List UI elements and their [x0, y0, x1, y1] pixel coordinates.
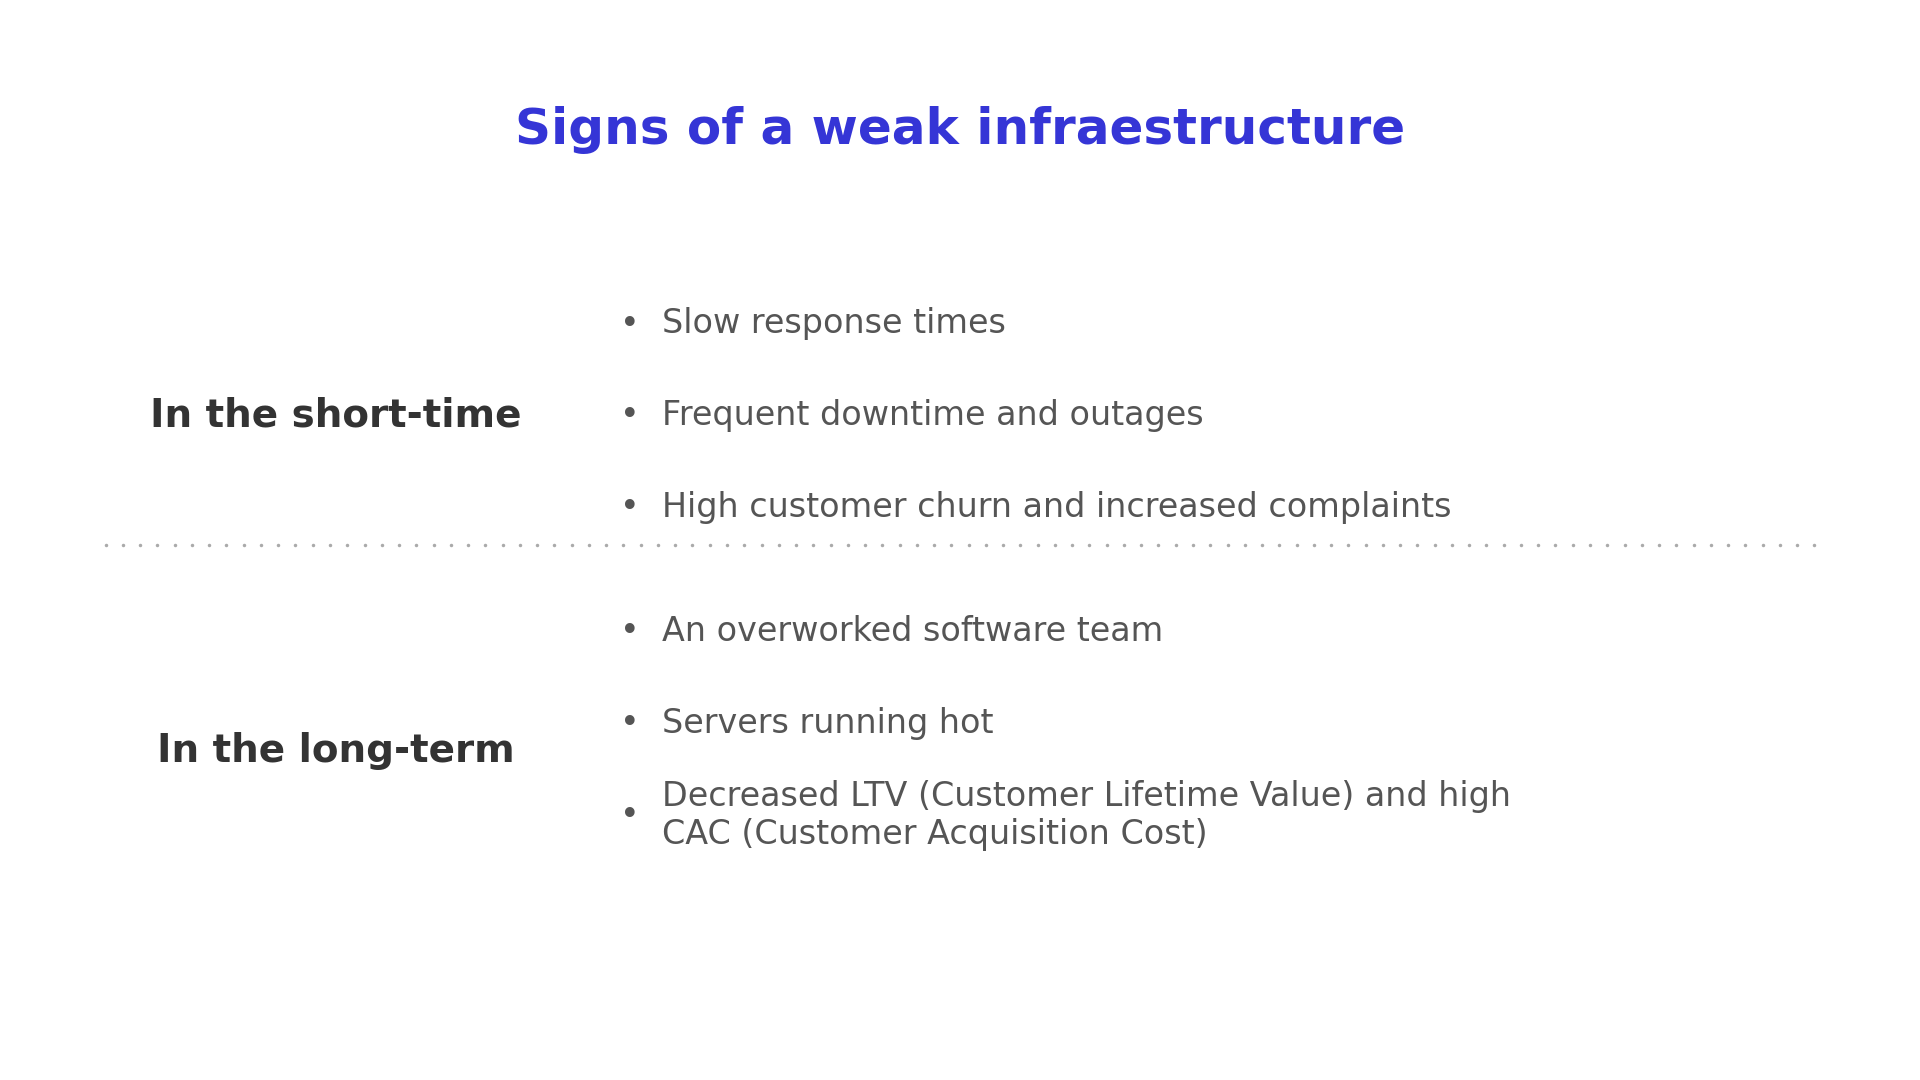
- Text: •: •: [620, 616, 639, 648]
- Text: Servers running hot: Servers running hot: [662, 707, 995, 740]
- Text: •: •: [620, 400, 639, 432]
- Text: Decreased LTV (Customer Lifetime Value) and high
CAC (Customer Acquisition Cost): Decreased LTV (Customer Lifetime Value) …: [662, 780, 1511, 851]
- Text: •: •: [620, 491, 639, 524]
- Text: •: •: [620, 308, 639, 340]
- Text: Slow response times: Slow response times: [662, 308, 1006, 340]
- Text: In the short-time: In the short-time: [150, 396, 522, 435]
- Text: High customer churn and increased complaints: High customer churn and increased compla…: [662, 491, 1452, 524]
- Text: •: •: [620, 799, 639, 832]
- Text: In the long-term: In the long-term: [157, 731, 515, 770]
- Text: An overworked software team: An overworked software team: [662, 616, 1164, 648]
- Text: •: •: [620, 707, 639, 740]
- Text: Frequent downtime and outages: Frequent downtime and outages: [662, 400, 1204, 432]
- Text: Signs of a weak infraestructure: Signs of a weak infraestructure: [515, 106, 1405, 153]
